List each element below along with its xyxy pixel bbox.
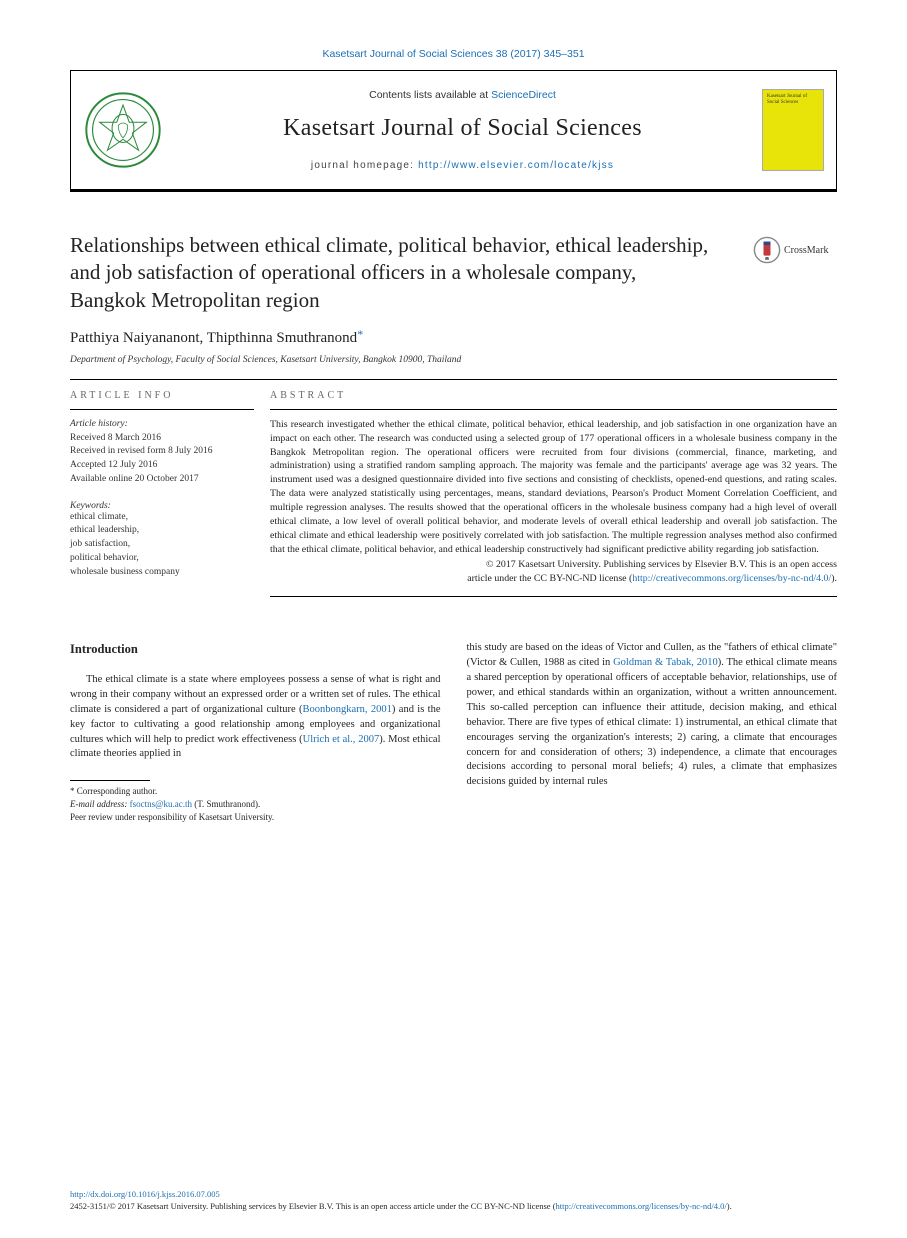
citation-link[interactable]: Ulrich et al., 2007 <box>303 734 380 745</box>
footer-license-link[interactable]: http://creativecommons.org/licenses/by-n… <box>556 1201 727 1211</box>
article-info-column: article info Article history: Received 8… <box>70 380 270 597</box>
footer-issn-text: 2452-3151/© 2017 Kasetsart University. P… <box>70 1201 556 1211</box>
homepage-line: journal homepage: http://www.elsevier.co… <box>171 160 754 171</box>
header-center: Contents lists available at ScienceDirec… <box>163 89 762 171</box>
history-item: Received in revised form 8 July 2016 <box>70 445 254 459</box>
keyword: job satisfaction, <box>70 538 254 552</box>
history-label: Article history: <box>70 418 254 432</box>
citation-link[interactable]: Boonbongkarn, 2001 <box>303 704 392 715</box>
email-footnote: E-mail address: fsoctns@ku.ac.th (T. Smu… <box>70 798 441 811</box>
authors-line: Patthiya Naiyananont, Thipthinna Smuthra… <box>70 330 837 347</box>
university-logo <box>83 81 163 179</box>
authors-names: Patthiya Naiyananont, Thipthinna Smuthra… <box>70 330 357 346</box>
doi-link[interactable]: http://dx.doi.org/10.1016/j.kjss.2016.07… <box>70 1189 220 1199</box>
abstract-column: abstract This research investigated whet… <box>270 380 837 597</box>
abstract-heading: abstract <box>270 380 837 409</box>
introduction-heading: Introduction <box>70 641 441 659</box>
abstract-copyright: © 2017 Kasetsart University. Publishing … <box>270 558 837 586</box>
body-column-left: Introduction The ethical climate is a st… <box>70 641 441 823</box>
info-abstract-row: article info Article history: Received 8… <box>70 380 837 597</box>
sciencedirect-link[interactable]: ScienceDirect <box>491 89 556 101</box>
journal-title: Kasetsart Journal of Social Sciences <box>171 115 754 142</box>
article-title: Relationships between ethical climate, p… <box>70 232 710 314</box>
abstract-bottom-rule <box>270 596 837 597</box>
keyword: wholesale business company <box>70 566 254 580</box>
email-link[interactable]: fsoctns@ku.ac.th <box>130 799 192 809</box>
page-footer: http://dx.doi.org/10.1016/j.kjss.2016.07… <box>70 1189 837 1212</box>
homepage-link[interactable]: http://www.elsevier.com/locate/kjss <box>418 160 614 171</box>
history-item: Received 8 March 2016 <box>70 432 254 446</box>
article-info-heading: article info <box>70 380 254 409</box>
crossmark-label: CrossMark <box>784 245 828 256</box>
intro-paragraph-left: The ethical climate is a state where emp… <box>70 673 441 762</box>
peer-review-footnote: Peer review under responsibility of Kase… <box>70 811 441 824</box>
citation-line: Kasetsart Journal of Social Sciences 38 … <box>70 48 837 60</box>
history-item: Accepted 12 July 2016 <box>70 459 254 473</box>
footer-copyright: 2452-3151/© 2017 Kasetsart University. P… <box>70 1201 837 1212</box>
corresponding-mark: * <box>357 327 363 341</box>
footnotes: * Corresponding author. E-mail address: … <box>70 780 441 823</box>
corresponding-footnote: * Corresponding author. <box>70 785 441 798</box>
footer-tail: ). <box>727 1201 732 1211</box>
contents-line: Contents lists available at ScienceDirec… <box>171 89 754 101</box>
copyright-text2: article under the CC BY-NC-ND license ( <box>467 573 632 584</box>
keyword: political behavior, <box>70 552 254 566</box>
copyright-text: © 2017 Kasetsart University. Publishing … <box>486 559 837 570</box>
intro-paragraph-right: this study are based on the ideas of Vic… <box>467 641 838 790</box>
abstract-body: This research investigated whether the e… <box>270 410 837 557</box>
license-link[interactable]: http://creativecommons.org/licenses/by-n… <box>632 573 831 584</box>
keywords-label: Keywords: <box>70 501 254 511</box>
affiliation: Department of Psychology, Faculty of Soc… <box>70 355 837 365</box>
journal-cover-thumbnail: Kasetsart Journal of Social Sciences <box>762 89 824 171</box>
crossmark-badge[interactable]: CrossMark <box>753 236 837 264</box>
email-tail: (T. Smuthranond). <box>192 799 260 809</box>
logo-seal-icon <box>84 91 162 169</box>
history-item: Available online 20 October 2017 <box>70 473 254 487</box>
cover-text: Kasetsart Journal of Social Sciences <box>767 94 819 105</box>
article-header: Relationships between ethical climate, p… <box>70 232 837 314</box>
keyword: ethical climate, <box>70 511 254 525</box>
journal-header: Contents lists available at ScienceDirec… <box>70 70 837 192</box>
body-columns: Introduction The ethical climate is a st… <box>70 641 837 823</box>
doi-line: http://dx.doi.org/10.1016/j.kjss.2016.07… <box>70 1189 837 1200</box>
citation-link[interactable]: Goldman & Tabak, 2010 <box>613 657 718 668</box>
crossmark-icon <box>753 236 781 264</box>
homepage-label: journal homepage: <box>311 160 418 171</box>
keyword: ethical leadership, <box>70 524 254 538</box>
body-column-right: this study are based on the ideas of Vic… <box>467 641 838 823</box>
copyright-tail: ). <box>831 573 837 584</box>
contents-prefix: Contents lists available at <box>369 89 491 101</box>
email-label: E-mail address: <box>70 799 130 809</box>
